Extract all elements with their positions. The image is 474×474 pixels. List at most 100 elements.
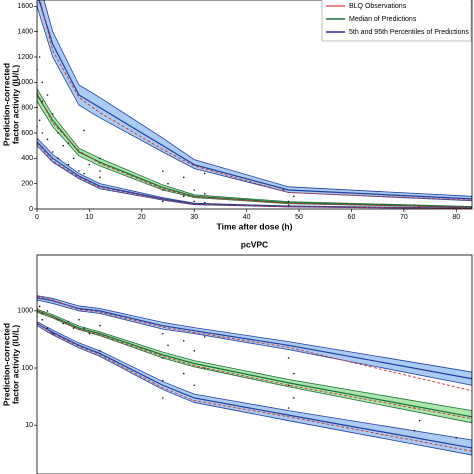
x-tick-label: 40 <box>243 214 251 221</box>
observation <box>67 320 70 323</box>
observation <box>72 327 75 329</box>
y-tick-label: 1400 <box>17 29 33 36</box>
observation <box>88 332 91 335</box>
x-tick-label: 50 <box>295 214 303 221</box>
plot-frame <box>36 0 473 210</box>
observation <box>161 200 164 203</box>
observation <box>67 142 70 144</box>
prediction-band <box>37 321 472 456</box>
y-tick-label: 200 <box>21 181 33 188</box>
observation <box>46 310 49 312</box>
observation <box>287 200 290 203</box>
observation <box>182 195 185 198</box>
observation <box>62 322 65 325</box>
observation <box>51 113 54 115</box>
y-tick-label: 1200 <box>17 54 33 61</box>
observation <box>193 200 196 203</box>
observation <box>88 163 91 166</box>
y-tick-label: 600 <box>21 130 33 137</box>
y-axis-label: factor activity (IU/L) <box>10 65 20 145</box>
observation <box>203 193 206 195</box>
prediction-line <box>37 141 472 209</box>
observation <box>182 339 185 342</box>
observation <box>41 318 44 321</box>
prediction-band <box>37 0 472 202</box>
observation <box>161 379 164 382</box>
prediction-line <box>37 297 472 380</box>
observation <box>455 437 458 439</box>
x-tick-label: 10 <box>86 214 94 221</box>
observation <box>193 350 196 352</box>
observation <box>203 201 206 204</box>
x-tick-label: 80 <box>452 214 460 221</box>
y-axis-label: Prediction-corrected <box>1 63 11 146</box>
prediction-line <box>37 323 472 449</box>
observation <box>83 129 85 132</box>
prediction-line <box>38 0 472 200</box>
observation <box>99 170 101 172</box>
observation <box>203 336 206 338</box>
observation <box>41 132 44 134</box>
observation <box>167 344 169 347</box>
x-axis-label: Time after dose (h) <box>217 221 293 231</box>
x-tick-label: 20 <box>138 214 146 221</box>
y-tick-label: 400 <box>21 155 33 162</box>
observation <box>57 132 59 134</box>
observation <box>167 182 169 185</box>
legend-label: 5th and 95th Percentiles of Predictions <box>349 29 469 36</box>
observation <box>62 144 65 147</box>
observation <box>161 170 164 172</box>
observation <box>293 397 295 399</box>
observation <box>67 163 70 166</box>
x-tick-label: 70 <box>400 214 408 221</box>
observation <box>41 81 44 84</box>
observation <box>182 176 185 179</box>
observation <box>38 119 41 122</box>
prediction-band <box>37 87 472 208</box>
observation <box>72 157 75 160</box>
plot-area <box>37 295 472 456</box>
x-tick-label: 0 <box>35 214 39 221</box>
observation <box>46 94 49 96</box>
observation <box>99 350 101 352</box>
plot-frame <box>36 254 473 474</box>
x-tick-label: 30 <box>190 214 198 221</box>
observation <box>46 138 49 141</box>
observed-percentile-line <box>37 92 472 208</box>
y-tick-label: 1600 <box>17 3 33 10</box>
observation <box>161 397 164 399</box>
observation <box>418 419 421 422</box>
observation <box>51 151 54 153</box>
observation <box>78 318 80 321</box>
observation <box>161 332 164 335</box>
observed-percentile-line <box>37 309 472 420</box>
y-tick-label: 1000 <box>17 79 33 86</box>
chart-title: pcVPC <box>241 239 268 249</box>
observation <box>38 56 41 58</box>
observation <box>78 170 80 172</box>
legend-label: Median of Predictions <box>349 16 417 23</box>
legend-box <box>321 0 472 42</box>
observed-percentile-line <box>37 295 472 392</box>
y-axis-label: Prediction-corrected <box>1 323 11 406</box>
y-tick-label: 10 <box>25 422 33 429</box>
prediction-line <box>37 94 472 208</box>
observation <box>99 176 101 179</box>
y-tick-label: 0 <box>29 206 33 213</box>
observation <box>46 327 49 329</box>
observation <box>293 195 295 198</box>
observed-percentile-line <box>39 0 472 201</box>
y-axis-label: factor activity (IU/L) <box>10 325 20 405</box>
plot-area <box>37 0 472 209</box>
observation <box>182 372 185 375</box>
y-tick-label: 1000 <box>17 308 33 315</box>
observation <box>287 357 290 359</box>
observation <box>99 324 101 327</box>
observation <box>293 372 295 375</box>
observation <box>83 172 85 175</box>
prediction-band <box>37 137 472 209</box>
prediction-band <box>37 309 472 424</box>
legend-label: BLQ Observations <box>349 3 407 10</box>
observation <box>161 357 164 359</box>
